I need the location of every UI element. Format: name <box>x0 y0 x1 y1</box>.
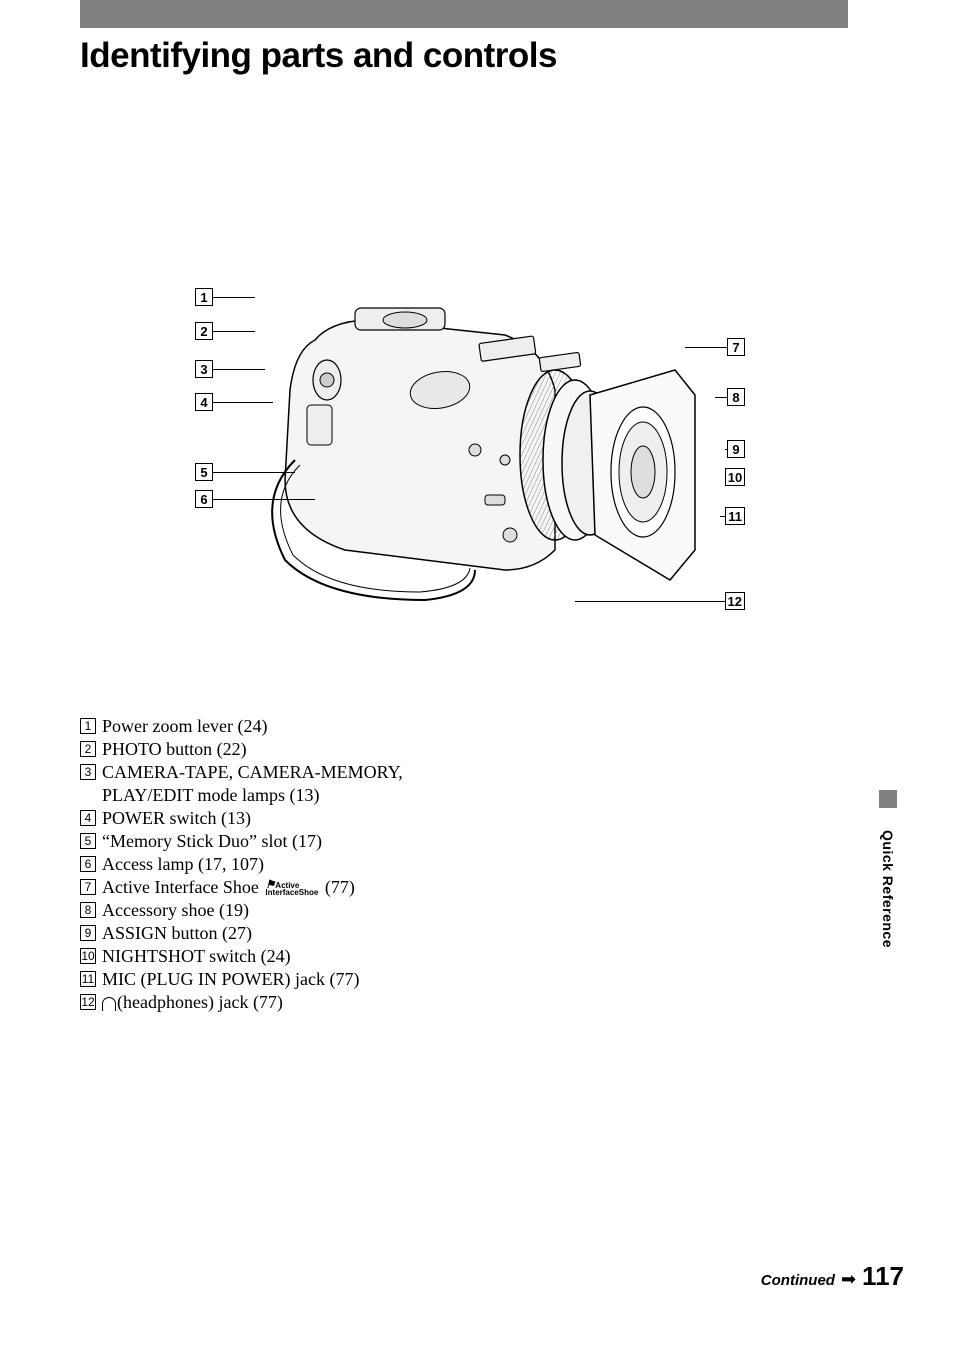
callout-number: 8 <box>727 388 745 406</box>
list-text: Active Interface Shoe ⚑ActiveInterfaceSh… <box>102 876 355 899</box>
continued-label: Continued <box>761 1272 835 1289</box>
callout-7: 7 <box>685 338 745 356</box>
callout-number: 11 <box>725 507 745 525</box>
callout-1: 1 <box>195 288 255 306</box>
list-text: CAMERA-TAPE, CAMERA-MEMORY, PLAY/EDIT mo… <box>102 761 452 807</box>
active-interface-shoe-icon: ⚑ActiveInterfaceShoe <box>265 882 318 896</box>
list-number-box: 7 <box>80 879 96 895</box>
page-number: 117 <box>862 1261 904 1292</box>
list-text: ASSIGN button (27) <box>102 922 252 945</box>
callout-10: 10 <box>725 468 745 486</box>
list-item: 10 NIGHTSHOT switch (24) <box>80 945 452 968</box>
page-footer: Continued ➡ 117 <box>761 1261 904 1292</box>
callout-number: 6 <box>195 490 213 508</box>
list-text: Power zoom lever (24) <box>102 715 267 738</box>
list-text: “Memory Stick Duo” slot (17) <box>102 830 322 853</box>
list-number-box: 1 <box>80 718 96 734</box>
side-tab-marker <box>879 790 897 808</box>
camera-illustration <box>245 300 705 620</box>
list-item: 11 MIC (PLUG IN POWER) jack (77) <box>80 968 452 991</box>
list-text: PHOTO button (22) <box>102 738 247 761</box>
list-number-box: 4 <box>80 810 96 826</box>
callout-leader-line <box>213 331 255 332</box>
callout-leader-line <box>213 472 295 473</box>
list-text: MIC (PLUG IN POWER) jack (77) <box>102 968 359 991</box>
list-item: 8 Accessory shoe (19) <box>80 899 452 922</box>
callout-3: 3 <box>195 360 265 378</box>
callout-5: 5 <box>195 463 295 481</box>
callout-6: 6 <box>195 490 315 508</box>
list-item: 12 (headphones) jack (77) <box>80 991 452 1014</box>
list-item: 9 ASSIGN button (27) <box>80 922 452 945</box>
list-item: 4 POWER switch (13) <box>80 807 452 830</box>
list-item: 5 “Memory Stick Duo” slot (17) <box>80 830 452 853</box>
callout-number: 12 <box>725 592 745 610</box>
callout-number: 7 <box>727 338 745 356</box>
list-item: 6 Access lamp (17, 107) <box>80 853 452 876</box>
list-number-box: 12 <box>80 994 96 1010</box>
list-number-box: 8 <box>80 902 96 918</box>
list-text: Accessory shoe (19) <box>102 899 249 922</box>
callout-number: 2 <box>195 322 213 340</box>
list-number-box: 10 <box>80 948 96 964</box>
callout-4: 4 <box>195 393 273 411</box>
callout-number: 10 <box>725 468 745 486</box>
side-section-label: Quick Reference <box>880 830 896 948</box>
callout-number: 5 <box>195 463 213 481</box>
callout-8: 8 <box>715 388 745 406</box>
list-text: (headphones) jack (77) <box>102 991 283 1014</box>
list-number-box: 11 <box>80 971 96 987</box>
callout-leader-line <box>575 601 725 602</box>
callout-2: 2 <box>195 322 255 340</box>
list-number-box: 2 <box>80 741 96 757</box>
callout-number: 9 <box>727 440 745 458</box>
list-text: POWER switch (13) <box>102 807 251 830</box>
list-number-box: 3 <box>80 764 96 780</box>
page-title: Identifying parts and controls <box>80 36 557 76</box>
list-number-box: 5 <box>80 833 96 849</box>
list-item: 3 CAMERA-TAPE, CAMERA-MEMORY, PLAY/EDIT m… <box>80 761 452 807</box>
callout-number: 1 <box>195 288 213 306</box>
list-item: 1 Power zoom lever (24) <box>80 715 452 738</box>
callout-leader-line <box>715 397 727 398</box>
headphones-icon <box>102 997 116 1011</box>
callout-12: 12 <box>575 592 745 610</box>
callout-9: 9 <box>725 440 745 458</box>
callout-leader-line <box>213 369 265 370</box>
top-gray-bar <box>80 0 848 28</box>
callout-number: 4 <box>195 393 213 411</box>
callout-leader-line <box>685 347 727 348</box>
list-text: NIGHTSHOT switch (24) <box>102 945 291 968</box>
list-item: 2 PHOTO button (22) <box>80 738 452 761</box>
list-item: 7 Active Interface Shoe ⚑ActiveInterfaceS… <box>80 876 452 899</box>
continued-arrow-icon: ➡ <box>841 1269 856 1290</box>
callout-leader-line <box>213 402 273 403</box>
list-number-box: 6 <box>80 856 96 872</box>
list-text: Access lamp (17, 107) <box>102 853 264 876</box>
list-number-box: 9 <box>80 925 96 941</box>
callout-number: 3 <box>195 360 213 378</box>
callout-leader-line <box>213 297 255 298</box>
callout-leader-line <box>213 499 315 500</box>
parts-list: 1 Power zoom lever (24) 2 PHOTO button (22)… <box>80 715 452 1014</box>
callout-11: 11 <box>720 507 745 525</box>
camera-diagram: 123456789101112 <box>195 280 745 630</box>
